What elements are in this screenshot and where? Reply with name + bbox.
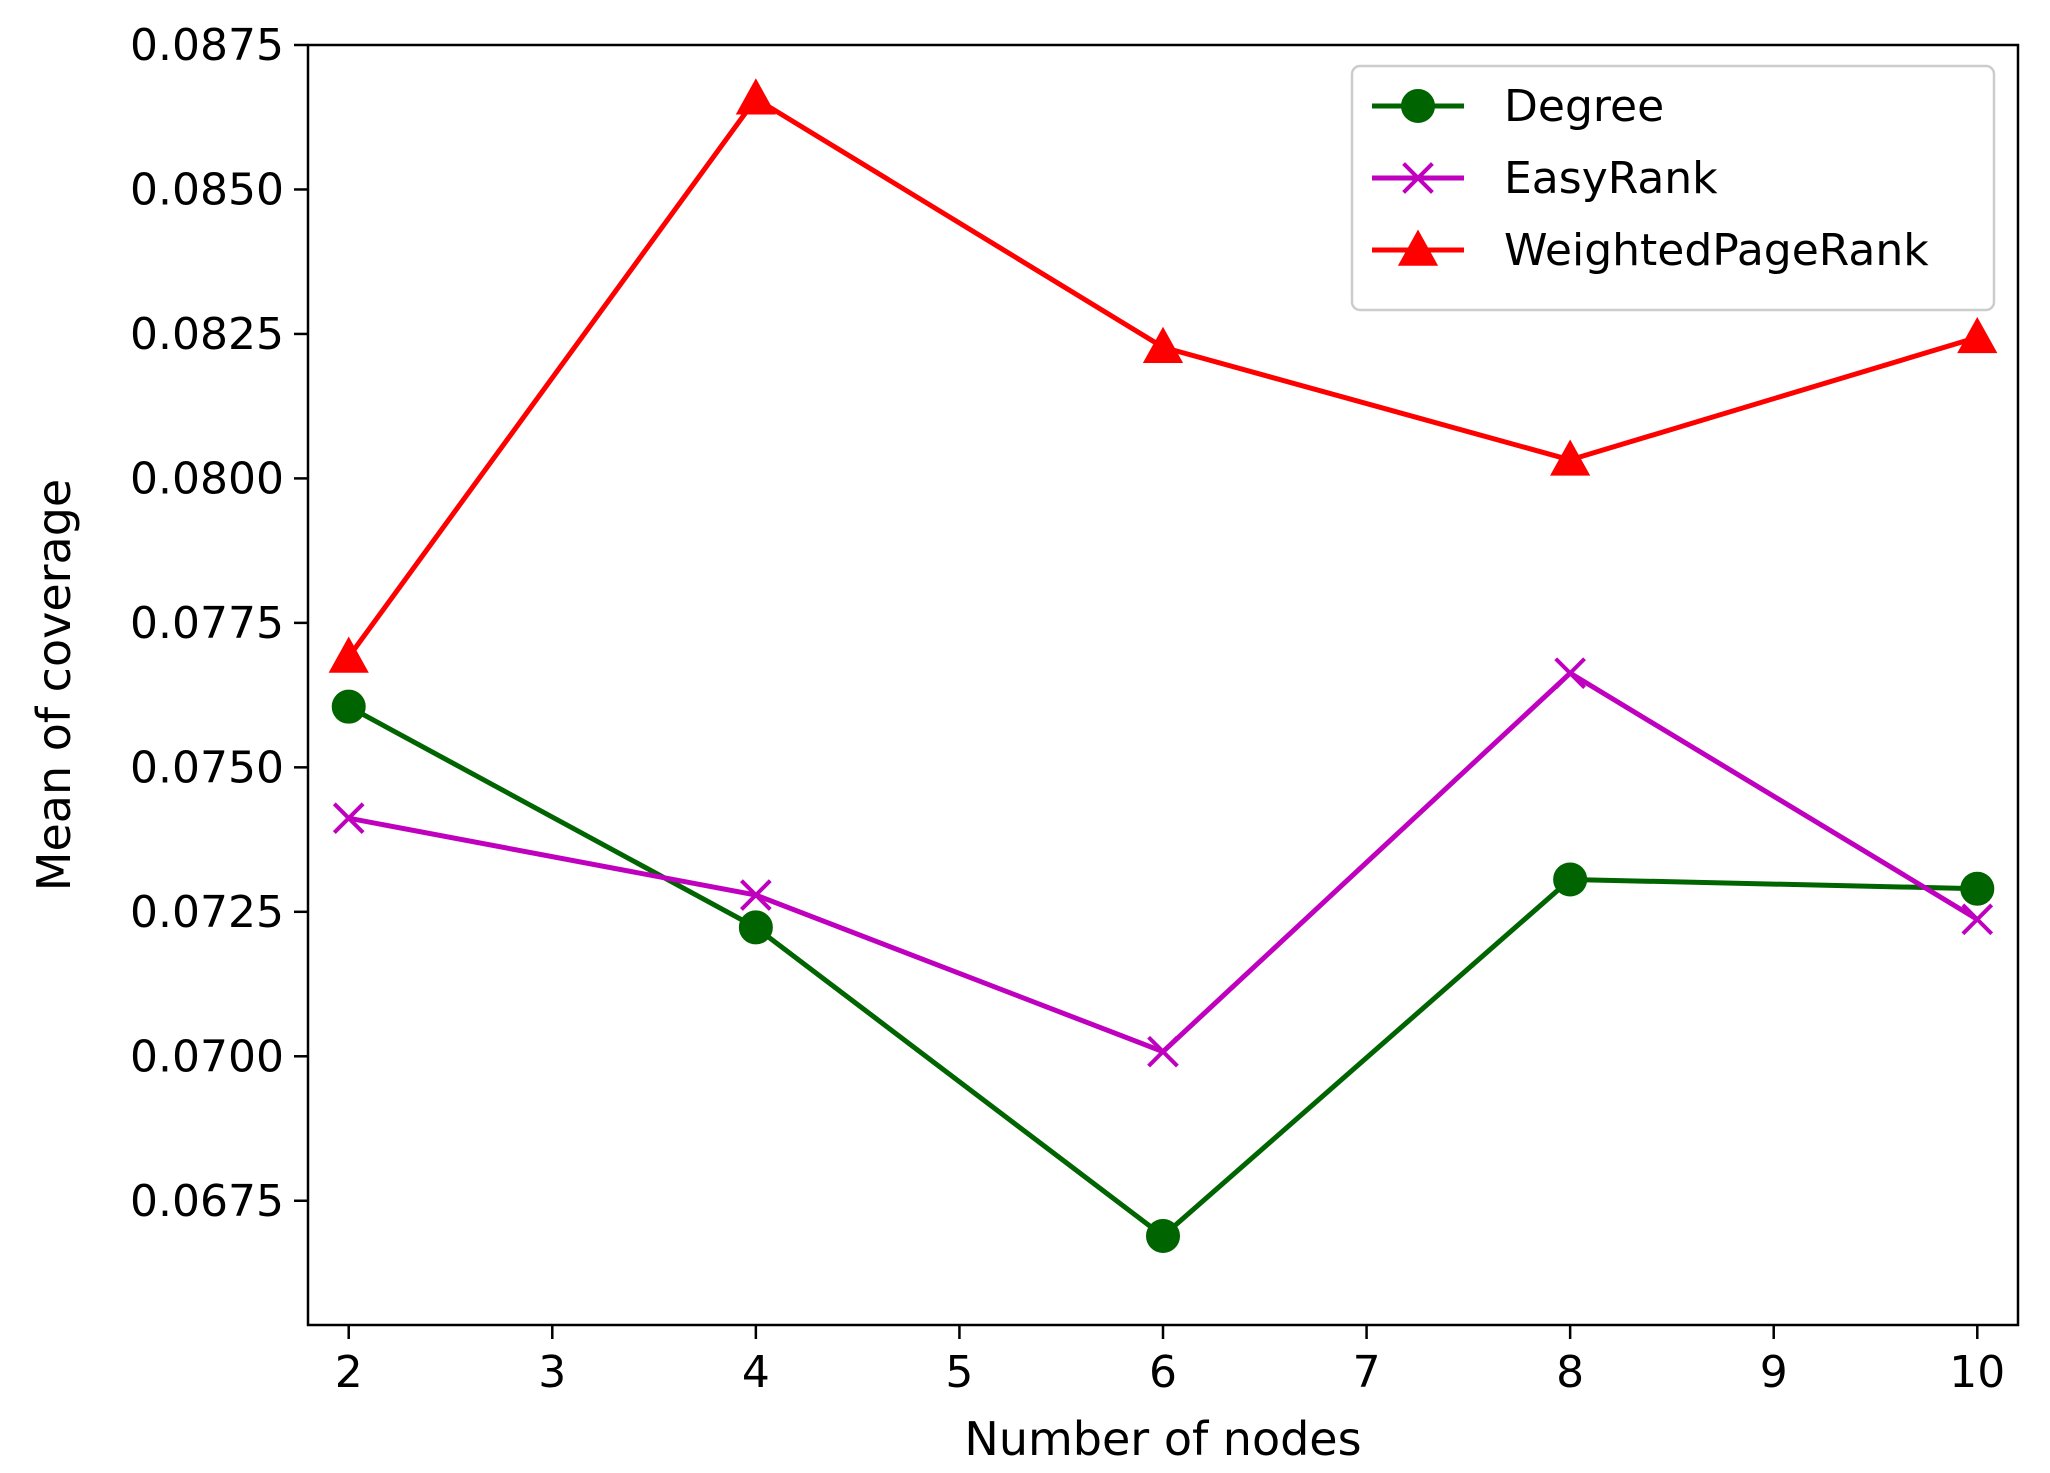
y-tick-label-0.0800: 0.0800 <box>130 453 284 504</box>
point-degree-8 <box>1553 862 1588 897</box>
point-degree-10 <box>1960 871 1995 906</box>
y-tick-label-0.0750: 0.0750 <box>130 742 284 793</box>
y-tick-label-0.0875: 0.0875 <box>130 20 284 71</box>
legend-marker-easyrank <box>1402 162 1434 194</box>
x-tick-label-5: 5 <box>945 1347 973 1398</box>
y-tick-label-0.0825: 0.0825 <box>130 309 284 360</box>
x-tick-label-10: 10 <box>1949 1347 2005 1398</box>
series-line-easyrank <box>346 670 1980 1055</box>
legend-box <box>1350 64 1996 312</box>
legend-label-weightedpagerank: WeightedPageRank <box>1504 225 1929 276</box>
x-tick-label-4: 4 <box>742 1347 770 1398</box>
y-tick-label-0.0850: 0.0850 <box>130 164 284 215</box>
legend-marker-weightedpagerank <box>1397 229 1439 266</box>
axes-layer: 2 3 4 5 6 7 8 9 10 0.0675 0.0700 0.0725 0.0750 0.0775… <box>27 20 2020 1466</box>
x-tick-label-7: 7 <box>1353 1347 1381 1398</box>
point-weightedpagerank-10 <box>1957 316 1998 354</box>
point-easyrank-6 <box>1147 1035 1179 1068</box>
point-degree-6 <box>1146 1219 1180 1254</box>
legend-label-degree: Degree <box>1504 81 1664 132</box>
point-easyrank-4 <box>740 879 772 911</box>
y-tick-label-0.0700: 0.0700 <box>130 1031 284 1082</box>
point-easyrank-2 <box>332 802 365 835</box>
point-easyrank-8 <box>1554 657 1586 689</box>
x-tick-label-6: 6 <box>1149 1347 1177 1398</box>
legend-entry-weightedpagerank: WeightedPageRank <box>1372 225 1929 276</box>
x-axis-label: Number of nodes <box>964 1412 1361 1466</box>
legend-entry-degree: Degree <box>1372 81 1664 132</box>
y-axis-label: Mean of coverage <box>27 479 81 891</box>
point-degree-2 <box>331 689 366 724</box>
point-degree-4 <box>738 910 773 945</box>
x-tick-label-9: 9 <box>1760 1347 1788 1398</box>
point-weightedpagerank-8 <box>1550 439 1591 476</box>
y-tick-label-0.0675: 0.0675 <box>130 1176 284 1227</box>
point-weightedpagerank-6 <box>1142 326 1184 363</box>
x-tick-label-8: 8 <box>1556 1347 1584 1398</box>
y-tick-label-0.0725: 0.0725 <box>130 887 284 938</box>
plot-layer <box>328 78 1998 1254</box>
x-tick-label-2: 2 <box>335 1347 363 1398</box>
legend-marker-degree <box>1401 89 1435 123</box>
point-weightedpagerank-4 <box>735 78 776 115</box>
series-line-degree <box>346 704 1980 1239</box>
legend: Degree EasyRank WeightedPageRank <box>1350 64 1996 312</box>
legend-label-easyrank: EasyRank <box>1504 153 1718 204</box>
point-easyrank-10 <box>1961 903 1994 936</box>
y-tick-label-0.0775: 0.0775 <box>130 598 284 649</box>
point-weightedpagerank-2 <box>328 636 369 673</box>
legend-entry-easyrank: EasyRank <box>1372 153 1718 204</box>
x-tick-label-3: 3 <box>538 1347 566 1398</box>
